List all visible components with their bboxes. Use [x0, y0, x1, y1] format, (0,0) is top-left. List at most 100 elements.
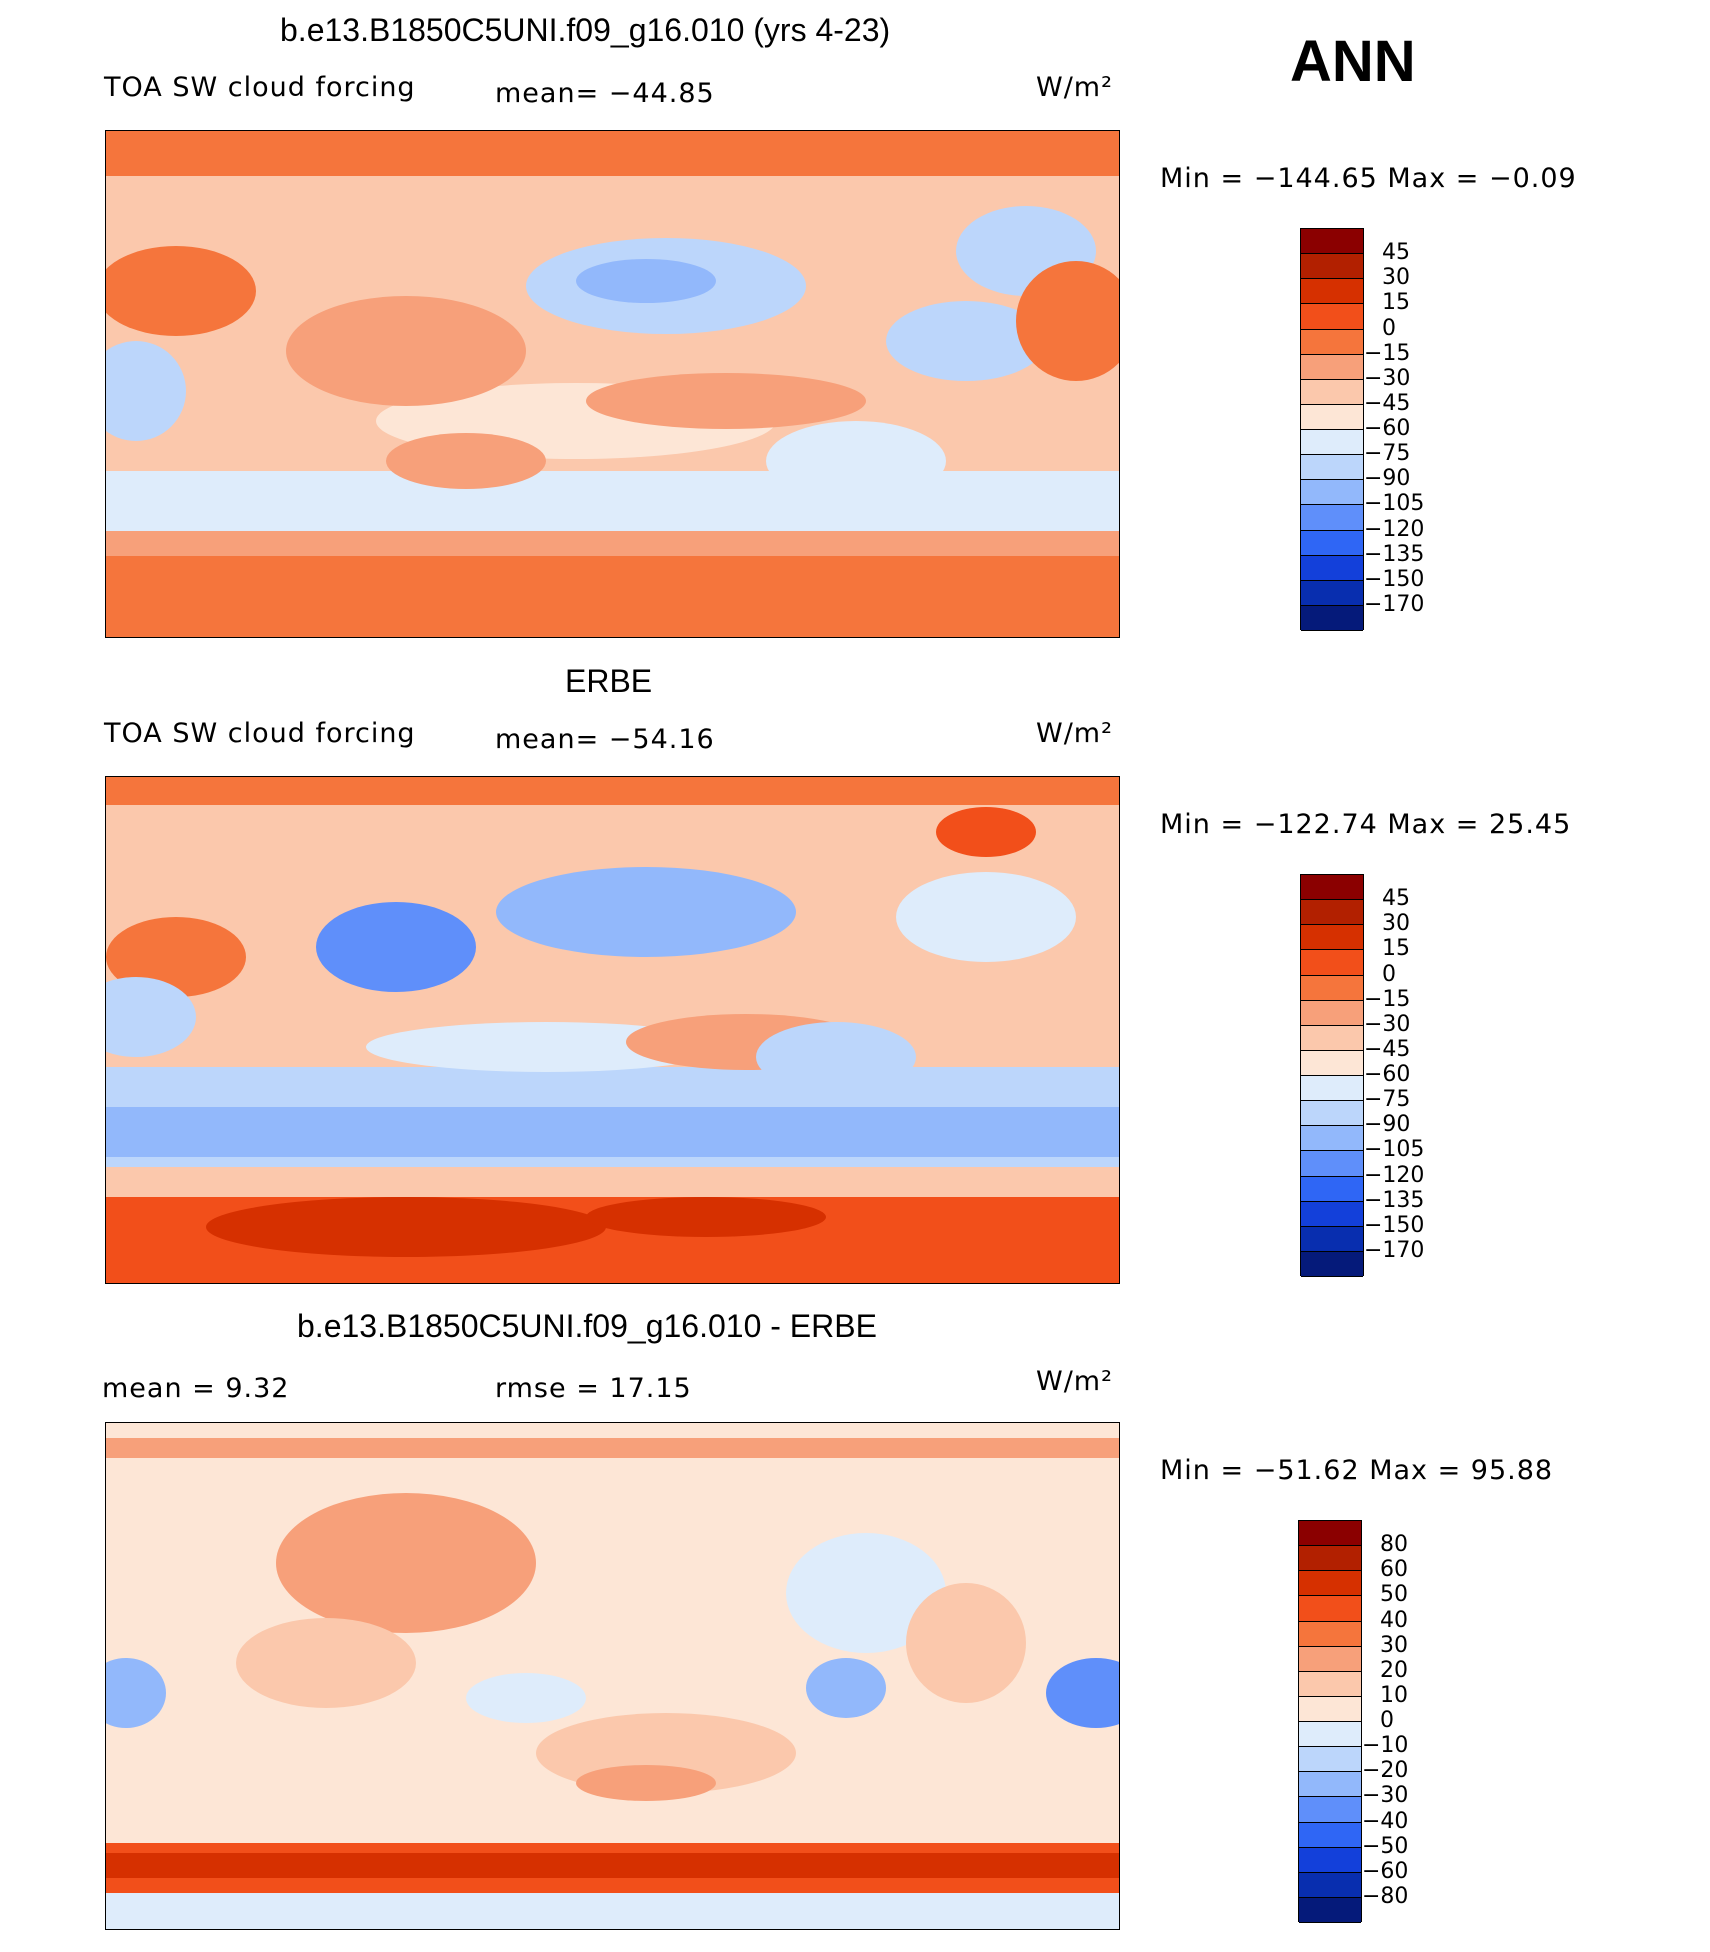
panel-2-colorbar-tick-label: −90 — [1364, 1112, 1411, 1138]
panel-1-map-field — [106, 131, 1119, 637]
panel-1-colorbar-tick-label: −170 — [1364, 591, 1425, 617]
panel-3-colorbar-swatch — [1299, 1847, 1361, 1873]
panel-3-colorbar-tick-label: 30 — [1380, 1632, 1408, 1658]
panel-1-colorbar-swatch — [1301, 329, 1363, 355]
panel-3-colorbar-tick-label: −40 — [1362, 1808, 1409, 1834]
panel-2-colorbar-swatch — [1301, 1201, 1363, 1227]
panel-1-colorbar-swatch — [1301, 530, 1363, 556]
panel-2-colorbar-swatch — [1301, 925, 1363, 951]
panel-3-colorbar-tick-label: 50 — [1380, 1582, 1408, 1608]
panel-2-colorbar-tick-label: −15 — [1364, 986, 1411, 1012]
panel-2-minmax: Min = −122.74 Max = 25.45 — [1160, 809, 1572, 840]
panel-2-colorbar-tick-label: −60 — [1364, 1062, 1411, 1087]
panel-3-map-field — [106, 1423, 1119, 1929]
panel-3-colorbar-tick-label: 80 — [1380, 1532, 1408, 1558]
panel-3-map — [105, 1422, 1120, 1930]
panel-2-colorbar-tick-label: −120 — [1364, 1162, 1425, 1188]
panel-2-map — [105, 776, 1120, 1284]
panel-3-colorbar-tick-label: −80 — [1362, 1883, 1409, 1909]
panel-1-colorbar-swatch — [1301, 505, 1363, 531]
panel-2-colorbar-swatch — [1301, 950, 1363, 976]
panel-1-colorbar-swatch — [1301, 404, 1363, 430]
panel-1-colorbar-tick-label: −30 — [1364, 365, 1411, 391]
panel-2-colorbar-tick-label: −150 — [1364, 1212, 1425, 1238]
panel-2-variable: TOA SW cloud forcing — [104, 718, 416, 749]
panel-1-units: W/m² — [1036, 72, 1113, 103]
panel-2-colorbar-swatch — [1301, 900, 1363, 926]
panel-1-colorbar-swatch — [1301, 555, 1363, 581]
panel-3-colorbar-swatch — [1299, 1772, 1361, 1798]
panel-2-units: W/m² — [1036, 718, 1113, 749]
panel-1-colorbar-swatch — [1301, 455, 1363, 481]
panel-1-colorbar-tick-label: 30 — [1382, 265, 1410, 291]
panel-1-colorbar-tick-label: −120 — [1364, 516, 1425, 542]
panel-1-colorbar-tick-label: 45 — [1382, 240, 1410, 266]
panel-3-colorbar-swatch — [1299, 1596, 1361, 1622]
panel-1-colorbar-tick-label: −135 — [1364, 541, 1425, 567]
panel-2-colorbar-swatch — [1301, 875, 1363, 901]
panel-2-colorbar-swatch — [1301, 1126, 1363, 1152]
panel-3-colorbar-swatch — [1299, 1621, 1361, 1647]
panel-2-mean: mean= −54.16 — [495, 724, 715, 755]
panel-2-title: ERBE — [565, 663, 653, 699]
panel-1-colorbar-swatch — [1301, 229, 1363, 255]
panel-2-colorbar — [1300, 874, 1364, 1277]
panel-1-colorbar-tick-label: −75 — [1364, 441, 1411, 467]
panel-2-colorbar-tick-label: −105 — [1364, 1137, 1425, 1163]
panel-2-colorbar-swatch — [1301, 1226, 1363, 1252]
panel-3-colorbar-tick-label: 40 — [1380, 1607, 1408, 1633]
panel-3-colorbar-swatch — [1299, 1696, 1361, 1722]
panel-2-colorbar-swatch — [1301, 975, 1363, 1001]
panel-1-colorbar-tick-label: −15 — [1364, 340, 1411, 366]
panel-3-colorbar-swatch — [1299, 1747, 1361, 1773]
panel-1-minmax: Min = −144.65 Max = −0.09 — [1160, 163, 1577, 194]
panel-3-colorbar-swatch — [1299, 1521, 1361, 1547]
panel-3-colorbar-tick-label: −20 — [1362, 1758, 1409, 1784]
panel-3-colorbar-swatch — [1299, 1822, 1361, 1848]
panel-2-map-field — [106, 777, 1119, 1283]
panel-1-colorbar-swatch — [1301, 354, 1363, 380]
panel-2-colorbar-tick-label: −135 — [1364, 1187, 1425, 1213]
panel-2-colorbar-tick-label: −45 — [1364, 1036, 1411, 1062]
panel-3-units: W/m² — [1036, 1366, 1113, 1397]
panel-2-colorbar-swatch — [1301, 1101, 1363, 1127]
panel-3-minmax: Min = −51.62 Max = 95.88 — [1160, 1455, 1554, 1486]
panel-1-colorbar-swatch — [1301, 605, 1363, 631]
panel-3-colorbar-tick-label: 10 — [1380, 1682, 1408, 1708]
panel-3-rmse: rmse = 17.15 — [495, 1373, 692, 1404]
panel-1-colorbar-swatch — [1301, 580, 1363, 606]
panel-1-colorbar — [1300, 228, 1364, 631]
panel-3-colorbar-swatch — [1299, 1546, 1361, 1572]
panel-3-colorbar-swatch — [1299, 1722, 1361, 1748]
panel-2-colorbar-swatch — [1301, 1151, 1363, 1177]
panel-3-colorbar-tick-label: −60 — [1362, 1858, 1409, 1884]
panel-2-colorbar-swatch — [1301, 1251, 1363, 1277]
panel-1-colorbar-swatch — [1301, 430, 1363, 456]
panel-3-colorbar-tick-label: −30 — [1362, 1783, 1409, 1809]
panel-2-colorbar-tick-label: −75 — [1364, 1087, 1411, 1113]
panel-1-colorbar-swatch — [1301, 480, 1363, 506]
panel-2-colorbar-tick-label: 30 — [1382, 911, 1410, 937]
panel-2-colorbar-tick-label: 0 — [1382, 961, 1396, 987]
panel-1-colorbar-swatch — [1301, 379, 1363, 405]
panel-2-colorbar-swatch — [1301, 1000, 1363, 1026]
panel-3-colorbar-tick-label: 0 — [1380, 1708, 1394, 1733]
panel-1-colorbar-tick-label: −90 — [1364, 466, 1411, 492]
panel-1-mean: mean= −44.85 — [495, 78, 715, 109]
panel-3-colorbar-swatch — [1299, 1646, 1361, 1672]
panel-2-colorbar-swatch — [1301, 1025, 1363, 1051]
panel-3-colorbar-tick-label: 20 — [1380, 1657, 1408, 1683]
panel-3-colorbar-swatch — [1299, 1797, 1361, 1823]
panel-3-colorbar-tick-label: −10 — [1362, 1733, 1409, 1759]
panel-2-colorbar-tick-label: −30 — [1364, 1011, 1411, 1037]
panel-2-colorbar-swatch — [1301, 1176, 1363, 1202]
panel-3-colorbar-swatch — [1299, 1671, 1361, 1697]
panel-3-title: b.e13.B1850C5UNI.f09_g16.010 - ERBE — [297, 1308, 877, 1344]
panel-1-variable: TOA SW cloud forcing — [104, 72, 416, 103]
panel-1-colorbar-tick-label: −45 — [1364, 390, 1411, 416]
panel-2-colorbar-tick-label: 15 — [1382, 936, 1410, 962]
panel-1-colorbar-tick-label: −105 — [1364, 491, 1425, 517]
panel-2-colorbar-tick-label: −170 — [1364, 1237, 1425, 1263]
panel-2-colorbar-swatch — [1301, 1050, 1363, 1076]
panel-2-colorbar-swatch — [1301, 1076, 1363, 1102]
